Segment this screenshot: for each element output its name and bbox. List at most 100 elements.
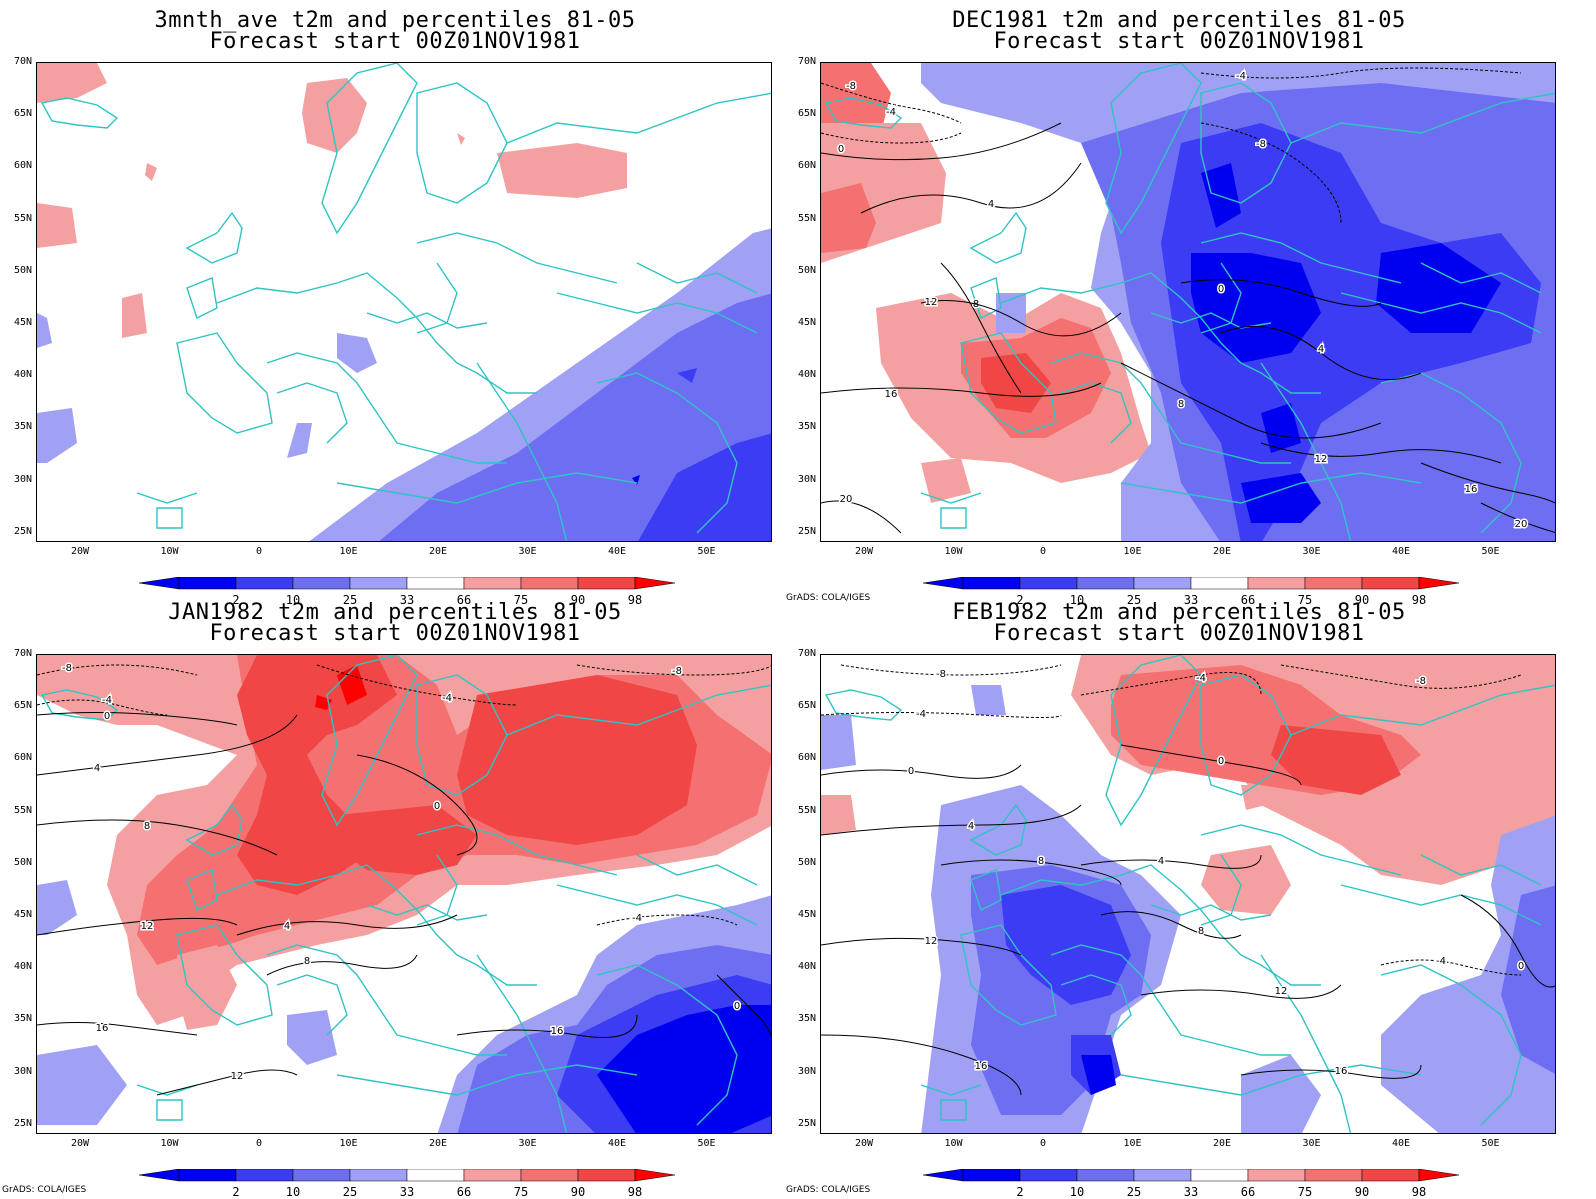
temperature-contour — [576, 664, 771, 676]
temperature-contour — [37, 699, 168, 716]
temperature-contour — [821, 82, 962, 124]
panel-title: FEB1982 t2m and percentiles 81-05 — [952, 600, 1406, 625]
latitude-tick-label: 55N — [13, 212, 32, 224]
percentile-shading — [1271, 725, 1401, 795]
contour-label: -8 — [846, 81, 856, 92]
coastline — [1380, 964, 1522, 1126]
longitude-tick-label: 20W — [70, 546, 90, 557]
colorbar-segment — [235, 577, 294, 590]
latitude-tick-label: 50N — [797, 264, 816, 276]
latitude-tick-label: 30N — [13, 1065, 32, 1077]
percentile-shading — [1201, 163, 1241, 228]
temperature-contour — [1080, 672, 1262, 696]
percentile-shading — [37, 1045, 127, 1125]
temperature-contour — [37, 712, 238, 726]
temperature-contour — [1120, 744, 1302, 786]
longitude-tick-label: 10W — [944, 1138, 963, 1149]
coastline — [506, 92, 771, 144]
contour-label: 0 — [1218, 284, 1224, 295]
longitude-tick-label: 40E — [607, 1138, 627, 1149]
coastline — [1120, 1064, 1422, 1096]
longitude-tick-label: 50E — [697, 546, 716, 557]
coastlines — [824, 655, 1555, 1133]
latitude-tick-label: 55N — [797, 212, 816, 224]
colorbar-arrow-left — [139, 577, 180, 590]
map-panel-dec1981: DEC1981 t2m and percentiles 81-05 Foreca… — [784, 0, 1564, 606]
colorbar-label: 33 — [399, 593, 415, 607]
coastline — [960, 924, 1057, 1026]
percentile-shading — [122, 293, 147, 338]
colorbar-segment — [520, 577, 579, 590]
coastline — [1200, 674, 1292, 796]
colorbar-segment — [577, 1169, 636, 1182]
coastline — [1200, 82, 1292, 204]
longitude-tick-label: 10W — [944, 546, 963, 557]
temperature-contour — [821, 937, 1022, 956]
temperature-contour — [940, 859, 1122, 886]
temperature-contour — [316, 664, 518, 706]
colorbar-segment — [463, 577, 522, 590]
colorbar-segment — [406, 577, 465, 590]
longitude-tick-label: 10E — [1123, 546, 1142, 557]
coastline — [216, 272, 537, 394]
colorbar-segment — [1361, 577, 1420, 590]
colorbar-segment — [1076, 577, 1135, 590]
map-svg: -8 -4 0 4 8 12 16 -4 0 4 8 12 16 -8 -4 0 — [37, 655, 771, 1133]
percentile-shading — [457, 133, 465, 145]
coastline — [1060, 382, 1132, 444]
colorbar-label: 98 — [1411, 1185, 1427, 1199]
temperature-contour — [1380, 959, 1522, 976]
coastline — [1200, 854, 1242, 926]
percentile-shading — [1241, 1055, 1321, 1133]
colorbar-segment — [1133, 577, 1192, 590]
percentile-shading — [337, 333, 377, 373]
contour-label: 12 — [141, 921, 154, 932]
longitude-tick-label: 10W — [160, 1138, 179, 1149]
colorbar — [923, 577, 1459, 590]
contour-label: 0 — [734, 1001, 740, 1012]
coastline — [1050, 944, 1291, 1056]
colorbar — [139, 1169, 675, 1182]
colorbar-label: 98 — [627, 593, 643, 607]
colorbar-label: 66 — [1240, 1185, 1256, 1199]
panel-subtitle: Forecast start 00Z01NOV1981 — [209, 29, 581, 54]
colorbar-arrow-left — [139, 1169, 180, 1182]
percentile-shading — [1261, 403, 1301, 453]
temperature-contour — [1460, 894, 1555, 988]
colorbar-arrow-right — [1418, 577, 1459, 590]
colorbar-label: 2 — [232, 1185, 240, 1199]
coastline — [321, 63, 418, 235]
contour-label: 0 — [104, 711, 110, 722]
contour-label: 8 — [1038, 856, 1044, 867]
contour-label: 20 — [840, 494, 853, 505]
colorbar-label: 25 — [1126, 593, 1142, 607]
coastline — [969, 211, 1027, 264]
latitude-tick-label: 35N — [797, 1013, 816, 1025]
coastline — [1150, 904, 1272, 921]
colorbar-segment — [1133, 1169, 1192, 1182]
temperature-contour — [821, 382, 1102, 397]
colorbar-label: 90 — [570, 593, 586, 607]
percentile-shading — [37, 203, 77, 248]
longitude-tick-label: 0 — [255, 1138, 263, 1149]
percentile-shading — [37, 313, 52, 348]
latitude-tick-label: 50N — [13, 264, 32, 276]
coastline — [636, 262, 758, 294]
latitude-tick-label: 70N — [13, 648, 32, 659]
coastline — [1000, 864, 1321, 986]
coastline — [336, 472, 638, 504]
coastline — [940, 1099, 967, 1121]
percentile-shading — [37, 63, 107, 103]
panel-title: 3mnth_ave t2m and percentiles 81-05 — [154, 8, 636, 33]
colorbar-segment — [463, 1169, 522, 1182]
latitude-tick-label: 65N — [797, 700, 816, 712]
map-panel-3mnth: 3mnth_ave t2m and percentiles 81-05 Fore… — [0, 0, 780, 606]
temperature-contour — [1480, 502, 1555, 533]
map-panel-feb1982: FEB1982 t2m and percentiles 81-05 Foreca… — [784, 592, 1564, 1198]
longitude-tick-label: 30E — [1302, 1138, 1321, 1149]
coastline — [1060, 974, 1132, 1036]
percentile-shading — [1081, 1055, 1116, 1095]
latitude-tick-label: 60N — [797, 160, 816, 172]
colorbar-label: 66 — [456, 593, 472, 607]
percentile-shading — [921, 458, 971, 503]
